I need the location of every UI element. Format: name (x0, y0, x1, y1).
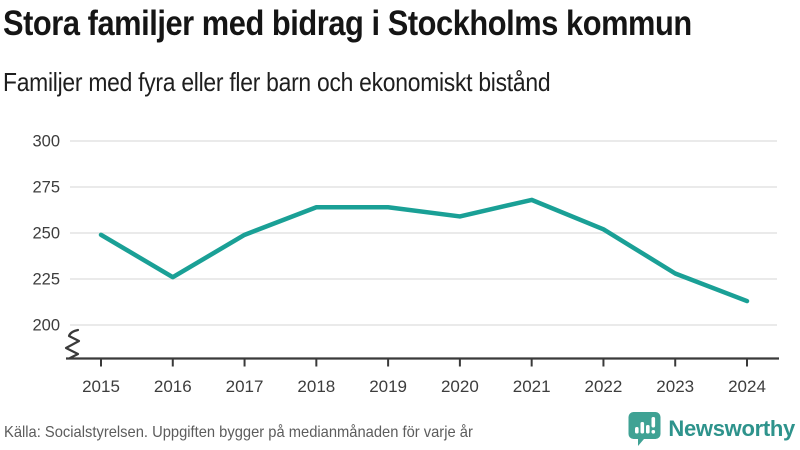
y-tick-label: 225 (32, 271, 60, 289)
page-subtitle: Familjer med fyra eller fler barn och ek… (3, 67, 551, 97)
data-line (98, 197, 750, 304)
x-tick-label: 2021 (513, 377, 551, 396)
line-chart-svg: 200 225 250 275 300 2015 2016 2017 2018 2019 2020 2… (32, 133, 779, 396)
x-tick-label: 2024 (728, 377, 766, 396)
x-tick-label: 2022 (585, 377, 623, 396)
y-tick-label: 250 (32, 225, 60, 243)
y-tick-label: 275 (32, 179, 60, 197)
logo-bar-1 (635, 427, 640, 434)
y-tick-label: 300 (32, 133, 60, 151)
page-title: Stora familjer med bidrag i Stockholms k… (3, 4, 692, 43)
x-tick-label: 2016 (154, 377, 192, 396)
logo-bubble (628, 412, 661, 446)
brand-wordmark: Newsworthy (668, 416, 795, 441)
source-note: Källa: Socialstyrelsen. Uppgiften bygger… (4, 424, 473, 441)
logo-exclamation-dot (651, 430, 656, 434)
axis-break-icon (64, 328, 81, 360)
y-tick-label: 200 (32, 317, 60, 335)
x-tick-label: 2023 (656, 377, 694, 396)
logo-bar-2 (640, 422, 645, 434)
x-tick-label: 2019 (369, 377, 407, 396)
newsworthy-brand: Newsworthy (627, 411, 795, 447)
x-tick-label: 2018 (297, 377, 335, 396)
x-tick-label: 2015 (82, 377, 120, 396)
logo-exclamation-bar (651, 417, 656, 428)
x-tick-label: 2017 (226, 377, 264, 396)
newsworthy-logo-icon (628, 412, 661, 446)
x-tick-label: 2020 (441, 377, 479, 396)
logo-bar-3 (646, 425, 651, 434)
